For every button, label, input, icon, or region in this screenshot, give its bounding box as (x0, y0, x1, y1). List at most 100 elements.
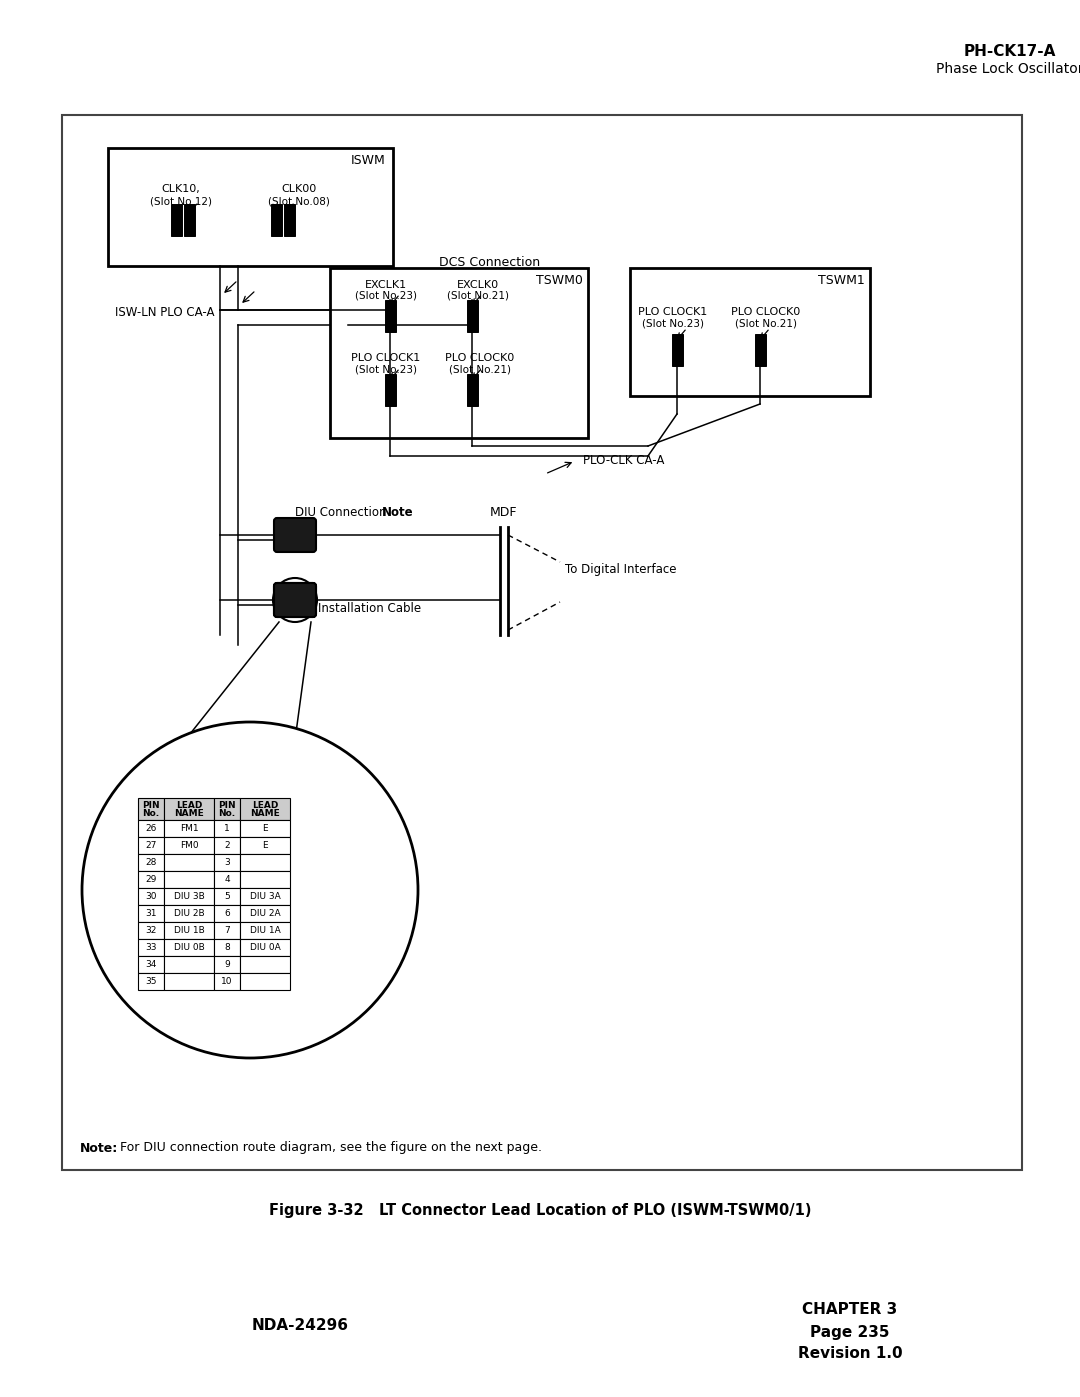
Text: MDF: MDF (490, 507, 517, 520)
Text: 5: 5 (225, 893, 230, 901)
Bar (164, 972, 214, 990)
Bar (214, 939, 240, 956)
Text: Note: Note (382, 507, 414, 520)
Text: 30: 30 (145, 893, 157, 901)
Bar (330, 268, 588, 439)
Text: 33: 33 (145, 943, 157, 951)
Text: Phase Lock Oscillator: Phase Lock Oscillator (936, 61, 1080, 75)
Bar (138, 798, 164, 820)
Text: For DIU connection route diagram, see the figure on the next page.: For DIU connection route diagram, see th… (112, 1141, 542, 1154)
Text: 3: 3 (225, 858, 230, 868)
Text: EXCLK0: EXCLK0 (457, 279, 499, 291)
Text: PLO CLOCK0: PLO CLOCK0 (445, 353, 515, 363)
Bar (240, 939, 291, 956)
Bar (138, 820, 164, 837)
Text: 28: 28 (146, 858, 157, 868)
Bar (164, 939, 214, 956)
Text: PIN: PIN (218, 800, 235, 809)
Bar (138, 956, 164, 972)
Text: 8: 8 (225, 943, 230, 951)
Text: (Slot No.12): (Slot No.12) (150, 196, 212, 205)
Text: (Slot No.23): (Slot No.23) (642, 319, 704, 328)
Bar (240, 820, 291, 837)
Text: DIU 3B: DIU 3B (174, 893, 204, 901)
Text: 29: 29 (146, 875, 157, 884)
Bar (270, 204, 282, 236)
Text: Note:: Note: (80, 1141, 118, 1154)
Text: ISW-LN PLO CA-A: ISW-LN PLO CA-A (114, 306, 215, 320)
Bar (164, 798, 214, 820)
Text: To Digital Interface: To Digital Interface (565, 563, 676, 577)
Bar (240, 922, 291, 939)
Bar (164, 905, 214, 922)
Bar (138, 905, 164, 922)
Text: E: E (262, 824, 268, 833)
FancyBboxPatch shape (274, 583, 316, 617)
Bar (240, 798, 291, 820)
Bar (384, 300, 395, 332)
Bar (240, 905, 291, 922)
Bar (164, 956, 214, 972)
Text: DIU 3A: DIU 3A (249, 893, 281, 901)
Text: LEAD: LEAD (176, 800, 202, 809)
Text: DIU 2B: DIU 2B (174, 909, 204, 918)
Bar (214, 888, 240, 905)
Bar (214, 870, 240, 888)
Bar (240, 870, 291, 888)
Bar (138, 922, 164, 939)
Bar (240, 972, 291, 990)
Text: (Slot No.21): (Slot No.21) (447, 291, 509, 300)
Text: PLO-CLK CA-A: PLO-CLK CA-A (583, 454, 664, 468)
Bar (214, 820, 240, 837)
Text: 4: 4 (225, 875, 230, 884)
Text: ISWM: ISWM (350, 154, 384, 166)
Text: PLO CLOCK1: PLO CLOCK1 (351, 353, 420, 363)
Bar (214, 837, 240, 854)
Bar (164, 820, 214, 837)
Bar (164, 922, 214, 939)
Text: (Slot No.21): (Slot No.21) (735, 319, 797, 328)
Text: 2: 2 (225, 841, 230, 849)
Bar (467, 300, 477, 332)
Text: Installation Cable: Installation Cable (319, 602, 421, 615)
Text: PIN: PIN (143, 800, 160, 809)
Text: DIU 1B: DIU 1B (174, 926, 204, 935)
Text: DIU Connection: DIU Connection (295, 507, 390, 520)
Bar (384, 374, 395, 407)
FancyBboxPatch shape (274, 518, 316, 552)
Bar (138, 870, 164, 888)
Text: TSWM1: TSWM1 (819, 274, 865, 286)
Text: DIU 0A: DIU 0A (249, 943, 281, 951)
Bar (164, 870, 214, 888)
Text: EXCLK1: EXCLK1 (365, 279, 407, 291)
Bar (138, 837, 164, 854)
Text: CLK10,: CLK10, (162, 184, 201, 194)
Bar (283, 204, 295, 236)
Text: 9: 9 (225, 960, 230, 970)
Text: DIU 2A: DIU 2A (249, 909, 281, 918)
Text: 1: 1 (225, 824, 230, 833)
Text: DIU 0B: DIU 0B (174, 943, 204, 951)
Text: TSWM0: TSWM0 (536, 274, 583, 286)
Bar (240, 837, 291, 854)
Bar (164, 854, 214, 870)
FancyBboxPatch shape (274, 583, 316, 617)
Bar (138, 888, 164, 905)
Bar (108, 148, 393, 265)
Bar (214, 854, 240, 870)
Text: 7: 7 (225, 926, 230, 935)
Text: 26: 26 (146, 824, 157, 833)
Bar (672, 334, 683, 366)
Text: 27: 27 (146, 841, 157, 849)
Text: NAME: NAME (174, 809, 204, 819)
Bar (755, 334, 766, 366)
Text: 6: 6 (225, 909, 230, 918)
Text: PLO CLOCK1: PLO CLOCK1 (638, 307, 707, 317)
Bar (240, 956, 291, 972)
Text: DIU 1A: DIU 1A (249, 926, 281, 935)
Text: (Slot No.23): (Slot No.23) (355, 291, 417, 300)
Bar (138, 972, 164, 990)
Text: FM0: FM0 (179, 841, 199, 849)
Bar (214, 798, 240, 820)
Bar (214, 922, 240, 939)
